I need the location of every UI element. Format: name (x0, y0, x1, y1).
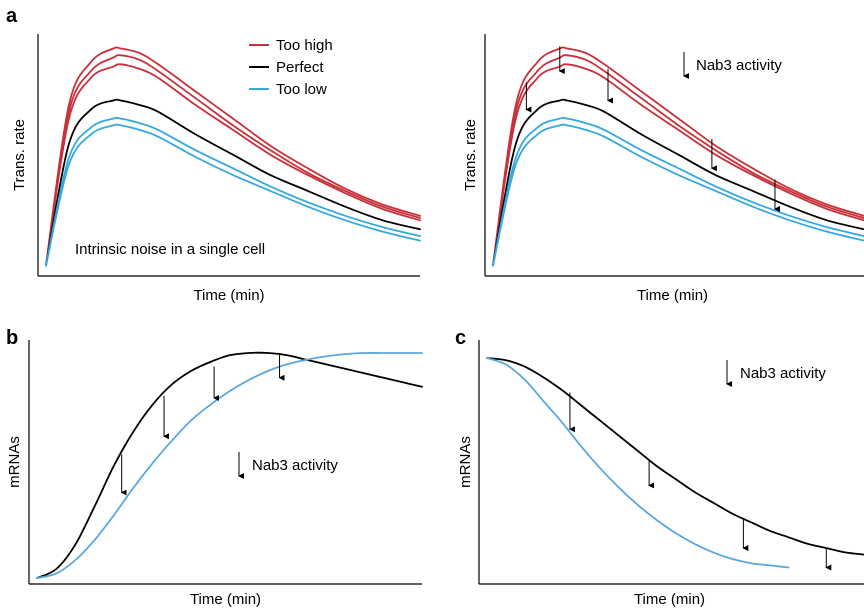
annotation-text: Nab3 activity (740, 365, 826, 382)
series-line-0 (36, 351, 423, 579)
series-line-1 (36, 352, 423, 579)
x-axis-label: Time (min) (637, 287, 708, 304)
y-axis-label: Trans. rate (11, 119, 28, 191)
series-line-0 (486, 357, 864, 556)
series-line-3 (492, 98, 864, 267)
panel-letter-c: c (455, 327, 466, 349)
x-axis-label: Time (min) (634, 591, 705, 608)
series-line-0 (492, 46, 864, 267)
series-line-5 (492, 123, 864, 267)
annotation-text: Intrinsic noise in a single cell (75, 241, 265, 258)
x-axis-label: Time (min) (193, 287, 264, 304)
panel-c: mRNAs Time (min) Nab3 activity (457, 340, 864, 608)
series-line-1 (492, 54, 864, 267)
panel-letter-b: b (6, 327, 18, 349)
annotation-text: Nab3 activity (696, 57, 782, 74)
panel-a-left: Trans. rate Time (min) Too high Perfect Too … (11, 34, 421, 304)
series-line-4 (45, 116, 421, 267)
y-axis-label: mRNAs (6, 436, 23, 488)
series-line-5 (45, 123, 421, 267)
series-line-1 (45, 54, 421, 267)
series-line-0 (45, 46, 421, 267)
legend-label-2: Too low (276, 81, 327, 98)
x-axis-label: Time (min) (190, 591, 261, 608)
y-axis-label: Trans. rate (462, 119, 479, 191)
panel-b: mRNAs Time (min) Nab3 activity (6, 340, 423, 608)
series-line-3 (45, 98, 421, 267)
annotation-text: Nab3 activity (252, 457, 338, 474)
series-line-1 (486, 357, 790, 569)
series-line-2 (45, 63, 421, 267)
y-axis-label: mRNAs (457, 436, 474, 488)
series-line-2 (492, 63, 864, 267)
panel-a-right: Trans. rate Time (min) Nab3 activity (462, 34, 864, 304)
legend-label-1: Perfect (276, 59, 324, 76)
panel-letter-a: a (6, 5, 18, 27)
series-line-4 (492, 116, 864, 267)
legend-label-0: Too high (276, 37, 333, 54)
